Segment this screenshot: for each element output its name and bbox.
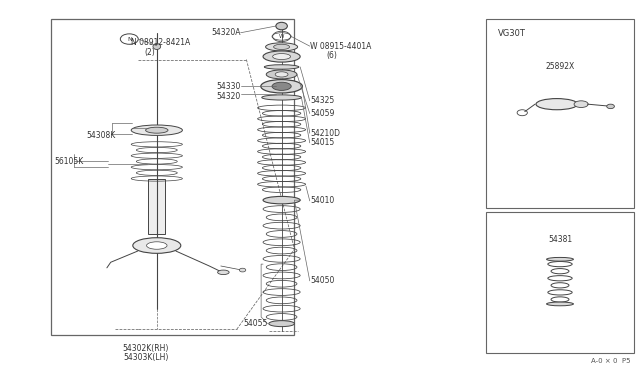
Bar	[51, 19, 294, 335]
Text: 54302K(RH): 54302K(RH)	[123, 344, 169, 353]
Text: W 08915-4401A: W 08915-4401A	[310, 42, 372, 51]
Ellipse shape	[263, 196, 300, 204]
Ellipse shape	[263, 51, 300, 62]
Text: 54381: 54381	[548, 235, 572, 244]
Text: 56105K: 56105K	[54, 157, 84, 166]
Bar	[148, 179, 165, 234]
Text: N: N	[127, 36, 132, 42]
Text: VG30T: VG30T	[498, 29, 526, 38]
Ellipse shape	[276, 22, 287, 30]
Text: 54320: 54320	[216, 92, 241, 101]
Text: 54010: 54010	[310, 196, 335, 205]
Text: 54015: 54015	[310, 138, 335, 147]
Text: 54325: 54325	[310, 96, 335, 105]
Text: 54055: 54055	[243, 319, 268, 328]
Ellipse shape	[574, 101, 588, 108]
Ellipse shape	[266, 43, 298, 51]
Text: 54059: 54059	[310, 109, 335, 118]
Bar	[486, 19, 634, 208]
Ellipse shape	[536, 99, 577, 110]
Ellipse shape	[272, 82, 291, 90]
Ellipse shape	[261, 80, 303, 93]
Text: 25892X: 25892X	[545, 62, 575, 71]
Text: 54303K(LH): 54303K(LH)	[124, 353, 168, 362]
Ellipse shape	[547, 302, 573, 306]
Ellipse shape	[153, 44, 161, 49]
Text: 54320A: 54320A	[211, 28, 241, 37]
Text: 54308K: 54308K	[86, 131, 116, 140]
Ellipse shape	[218, 270, 229, 275]
Ellipse shape	[273, 54, 291, 60]
Ellipse shape	[133, 238, 181, 253]
Text: N 08912-8421A: N 08912-8421A	[131, 38, 191, 47]
Ellipse shape	[607, 104, 614, 109]
Ellipse shape	[274, 44, 290, 49]
Text: (2): (2)	[144, 48, 155, 57]
Text: (6): (6)	[326, 51, 337, 60]
Ellipse shape	[146, 127, 168, 133]
Text: 54050: 54050	[310, 276, 335, 285]
Text: 54330: 54330	[216, 82, 241, 91]
Text: W: W	[279, 34, 284, 39]
Text: A-0 × 0  P5: A-0 × 0 P5	[591, 358, 630, 364]
Ellipse shape	[131, 125, 182, 135]
Bar	[486, 212, 634, 353]
Ellipse shape	[275, 72, 288, 77]
Text: 54210D: 54210D	[310, 129, 340, 138]
Ellipse shape	[262, 95, 301, 100]
Ellipse shape	[264, 65, 299, 69]
Ellipse shape	[239, 268, 246, 272]
Ellipse shape	[269, 321, 294, 327]
Ellipse shape	[547, 257, 573, 261]
Ellipse shape	[147, 242, 167, 249]
Ellipse shape	[266, 70, 297, 79]
